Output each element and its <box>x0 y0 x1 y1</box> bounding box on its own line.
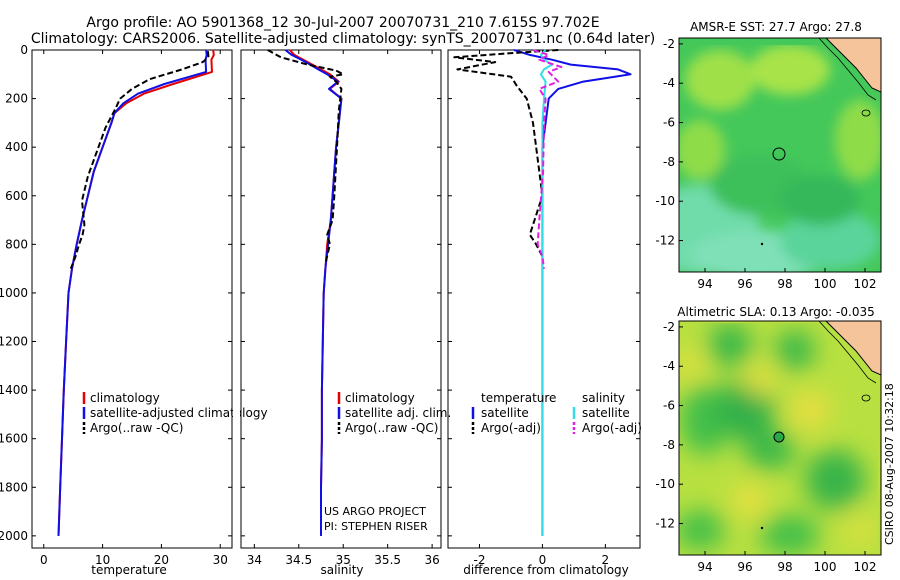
salinity-profile-lines <box>267 49 345 536</box>
map-y-tick-label: -4 <box>663 359 675 373</box>
sst-map-axis: 94 96 98 100 102 -2 -4 -6 -8 -10 -12 <box>655 37 876 291</box>
x-tick-label: 34 <box>247 553 262 567</box>
map-y-tick-label: -2 <box>663 37 675 51</box>
temperature-profile-lines <box>57 49 215 536</box>
sst-argo-location-marker <box>772 147 786 161</box>
csiro-timestamp: CSIRO 08-Aug-2007 10:32:18 <box>883 383 896 545</box>
y-tick-label: 400 <box>5 140 28 154</box>
map-y-tick-label: -12 <box>655 234 675 248</box>
map-x-tick-label: 100 <box>814 277 837 291</box>
x-tick-label: 0 <box>40 553 48 567</box>
map-x-tick-label: 94 <box>697 277 712 291</box>
sst-map-title: AMSR-E SST: 27.7 Argo: 27.8 <box>690 20 862 34</box>
difference-xlabel: difference from climatology <box>463 563 629 577</box>
series-line-argo-raw-qc- <box>69 51 210 269</box>
y-tick-label: 1000 <box>0 286 28 300</box>
map-y-tick-label: -10 <box>655 477 675 491</box>
map-x-tick-label: 98 <box>777 560 792 574</box>
x-tick-label: 0 <box>539 553 547 567</box>
temperature-legend: climatology satellite-adjusted climatolo… <box>82 391 268 435</box>
x-tick-label: 35.5 <box>374 553 401 567</box>
map-x-tick-label: 94 <box>697 560 712 574</box>
salinity-panel-frame <box>240 49 442 549</box>
salinity-axis: 34 34.5 35 35.5 36 <box>241 49 441 567</box>
map-x-tick-label: 96 <box>737 277 752 291</box>
sst-map-frame <box>678 37 882 273</box>
series-line-salinity-argo-adj- <box>532 49 563 269</box>
series-line-satellite-adjusted-climatology <box>57 49 208 536</box>
sla-map-field <box>679 321 881 555</box>
map-y-tick-label: -10 <box>655 194 675 208</box>
y-tick-label: 2000 <box>0 529 28 543</box>
temperature-axis: 0 10 20 30 0 200 400 600 800 1000 1200 1400 1600 1800… <box>0 43 232 567</box>
legend-label-argo: Argo(..raw -QC) <box>345 421 438 435</box>
map-y-tick-label: -8 <box>663 155 675 169</box>
legend-label-sal-argo: Argo(-adj) <box>582 421 642 435</box>
series-line-salinity-satellite <box>539 49 553 536</box>
map-x-tick-label: 102 <box>854 277 877 291</box>
legend-label-satellite: satellite-adjusted climatology <box>90 406 268 420</box>
map-y-tick-label: -4 <box>663 76 675 90</box>
legend-heading-salinity: salinity <box>582 391 625 405</box>
y-tick-label: 800 <box>5 237 28 251</box>
temperature-panel-frame <box>31 49 233 549</box>
legend-label-climatology: climatology <box>345 391 415 405</box>
project-credit: US ARGO PROJECT <box>324 505 426 518</box>
pi-credit: PI: STEPHEN RISER <box>324 520 428 533</box>
sla-map-title: Altimetric SLA: 0.13 Argo: -0.035 <box>677 305 874 319</box>
x-tick-label: 2 <box>602 553 610 567</box>
map-x-tick-label: 96 <box>737 560 752 574</box>
y-tick-label: 600 <box>5 189 28 203</box>
series-line-satellite-adj-clim- <box>284 49 343 536</box>
sla-argo-location-marker <box>773 431 785 443</box>
legend-label-climatology: climatology <box>90 391 160 405</box>
x-tick-label: 36 <box>424 553 439 567</box>
sla-map-frame <box>678 320 882 556</box>
y-tick-label: 1200 <box>0 335 28 349</box>
x-tick-label: 35 <box>336 553 351 567</box>
x-tick-label: -2 <box>473 553 485 567</box>
series-line-temperature-argo-adj- <box>453 49 559 257</box>
figure-title-line-1: Argo profile: AO 5901368_12 30-Jul-2007 … <box>86 15 599 31</box>
salinity-legend: climatology satellite adj. clim. Argo(..… <box>337 391 451 435</box>
legend-heading-temperature: temperature <box>481 391 556 405</box>
y-tick-label: 200 <box>5 92 28 106</box>
sst-map-field <box>679 38 881 272</box>
salinity-xlabel: salinity <box>320 563 363 577</box>
map-x-tick-label: 100 <box>814 560 837 574</box>
legend-label-satellite: satellite adj. clim. <box>345 406 451 420</box>
legend-label-sal-satellite: satellite <box>582 406 630 420</box>
map-x-tick-label: 102 <box>854 560 877 574</box>
x-tick-label: 30 <box>213 553 228 567</box>
difference-legend: temperature satellite Argo(-adj) salinit… <box>471 391 642 435</box>
sla-map-axis: 94 96 98 100 102 -2 -4 -6 -8 -10 -12 <box>655 320 876 574</box>
map-y-tick-label: -6 <box>663 116 675 130</box>
legend-label-argo: Argo(..raw -QC) <box>90 421 183 435</box>
y-tick-label: 1800 <box>0 480 28 494</box>
y-tick-label: 1400 <box>0 383 28 397</box>
y-tick-label: 0 <box>20 43 28 57</box>
figure-title-line-2: Climatology: CARS2006. Satellite-adjuste… <box>31 31 655 47</box>
y-tick-label: 1600 <box>0 432 28 446</box>
legend-mask <box>233 392 240 437</box>
difference-profile-lines <box>453 49 632 536</box>
x-tick-label: 20 <box>154 553 169 567</box>
temperature-xlabel: temperature <box>91 563 166 577</box>
map-y-tick-label: -12 <box>655 517 675 531</box>
legend-label-temp-satellite: satellite <box>481 406 529 420</box>
difference-axis: -2 0 2 <box>448 49 640 567</box>
series-line-argo-raw-qc- <box>267 49 345 265</box>
x-tick-label: 10 <box>95 553 110 567</box>
map-y-tick-label: -2 <box>663 320 675 334</box>
map-x-tick-label: 98 <box>777 277 792 291</box>
x-tick-label: 34.5 <box>285 553 312 567</box>
legend-label-temp-argo: Argo(-adj) <box>481 421 541 435</box>
map-y-tick-label: -8 <box>663 438 675 452</box>
map-y-tick-label: -6 <box>663 399 675 413</box>
